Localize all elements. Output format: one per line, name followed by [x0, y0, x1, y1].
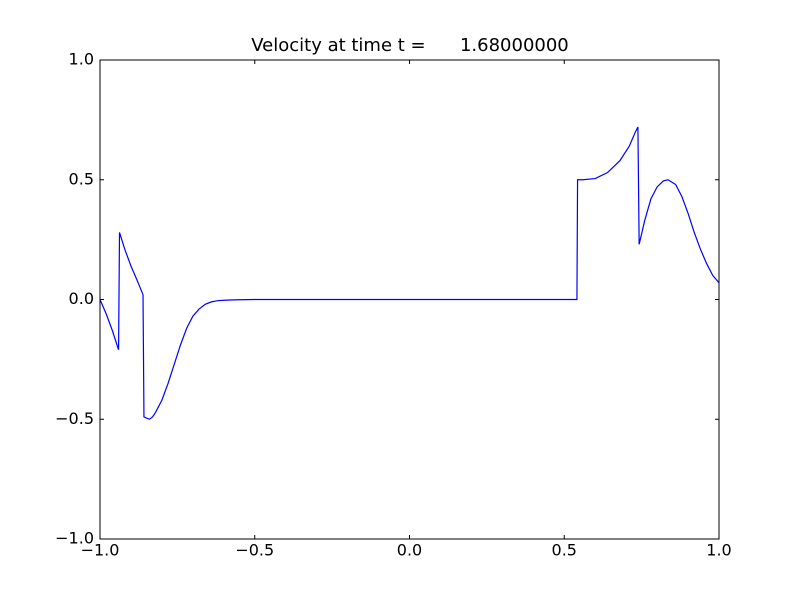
y-tick-label: 0.0	[69, 289, 94, 308]
data-line	[99, 126, 720, 420]
y-tick-label: −0.5	[55, 409, 94, 428]
chart-title: Velocity at time t = 1.68000000	[251, 35, 569, 56]
y-tick-label: 1.0	[69, 50, 94, 69]
x-tick-label: −1.0	[81, 541, 120, 560]
x-tick-label: −0.5	[235, 541, 274, 560]
y-tick-label: −1.0	[55, 529, 94, 548]
y-tick-label: 0.5	[69, 169, 94, 188]
x-tick-label: 1.0	[706, 541, 731, 560]
x-tick-label: 0.5	[552, 541, 577, 560]
x-tick-label: 0.0	[397, 541, 422, 560]
